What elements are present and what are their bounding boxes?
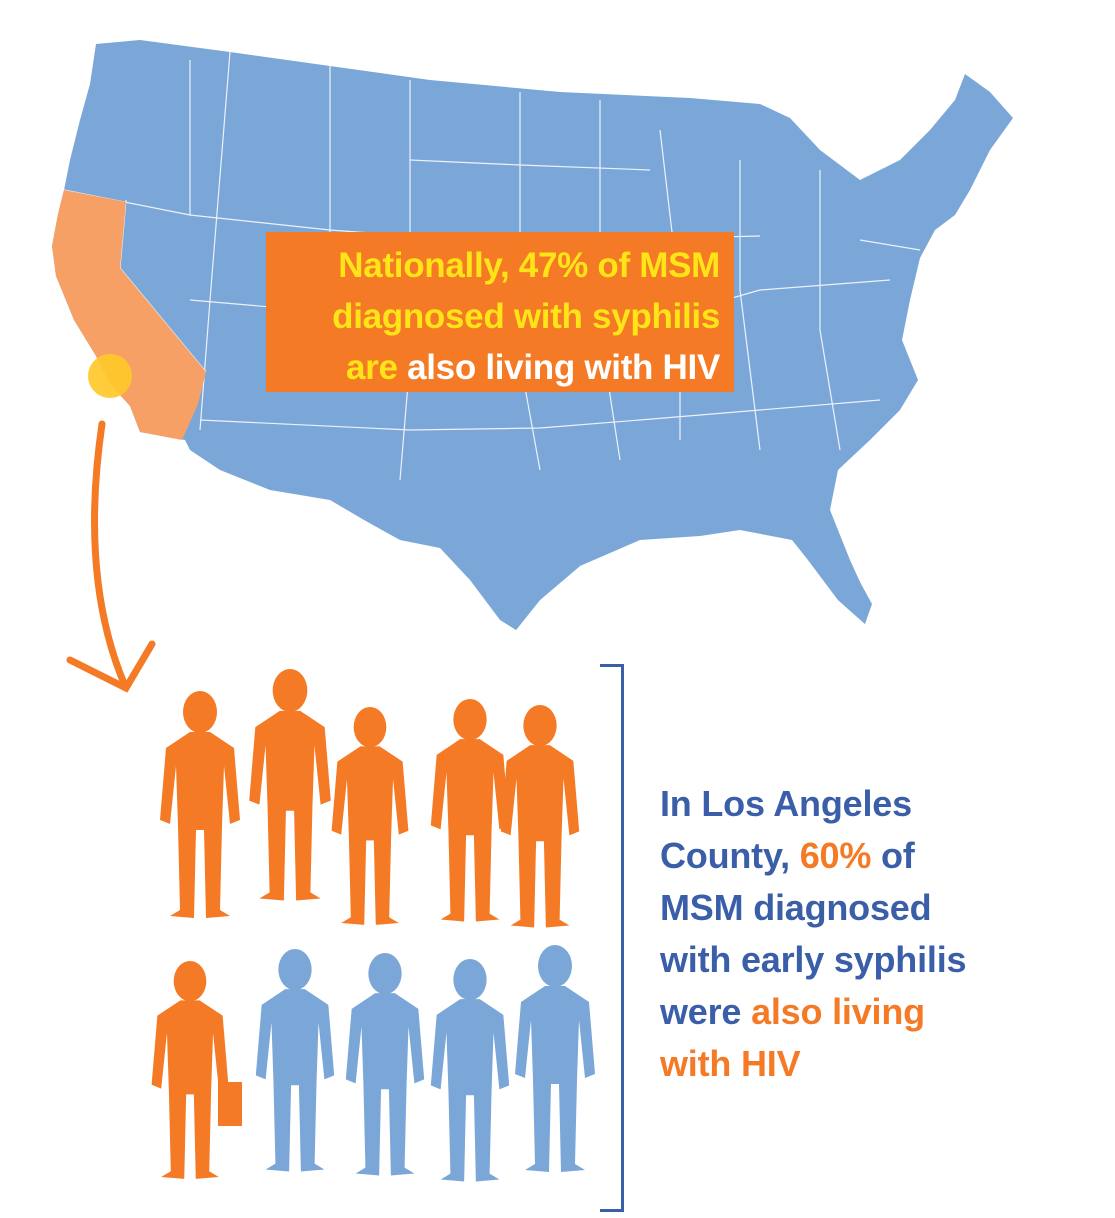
people-silhouettes [151, 669, 595, 1182]
person-silhouette-icon [151, 960, 229, 1179]
texas-gulf-outline [420, 540, 580, 630]
national-callout-line2: diagnosed with syphilis [332, 297, 720, 336]
california-shape [52, 190, 206, 440]
person-silhouette-icon [249, 669, 331, 901]
la-line4: with early syphilis [660, 939, 967, 980]
briefcase-icon [218, 1082, 242, 1126]
la-line3: MSM diagnosed [660, 887, 932, 928]
bracket [600, 664, 624, 1212]
la-line5: were also living [660, 991, 925, 1032]
la-line2: County, 60% of [660, 835, 915, 876]
la-county-callout: In Los Angeles County, 60% of MSM diagno… [660, 778, 1100, 1090]
person-silhouette-icon [430, 958, 510, 1182]
person-silhouette-icon [515, 945, 595, 1172]
national-callout-line3: are also living with HIV [345, 348, 720, 387]
national-callout-line1: Nationally, 47% of MSM [338, 246, 720, 285]
person-silhouette-icon [430, 698, 510, 922]
person-silhouette-icon [160, 691, 240, 918]
la-line6: with HIV [660, 1043, 801, 1084]
los-angeles-marker [88, 354, 132, 398]
florida-shape [780, 510, 870, 624]
la-line1: In Los Angeles [660, 783, 912, 824]
person-silhouette-icon [331, 706, 409, 925]
national-callout-box: Nationally, 47% of MSM diagnosed with sy… [266, 232, 734, 392]
person-silhouette-icon [345, 952, 425, 1176]
down-arrow-icon [66, 420, 156, 693]
person-silhouette-icon [255, 948, 335, 1172]
person-silhouette-icon [500, 704, 580, 928]
